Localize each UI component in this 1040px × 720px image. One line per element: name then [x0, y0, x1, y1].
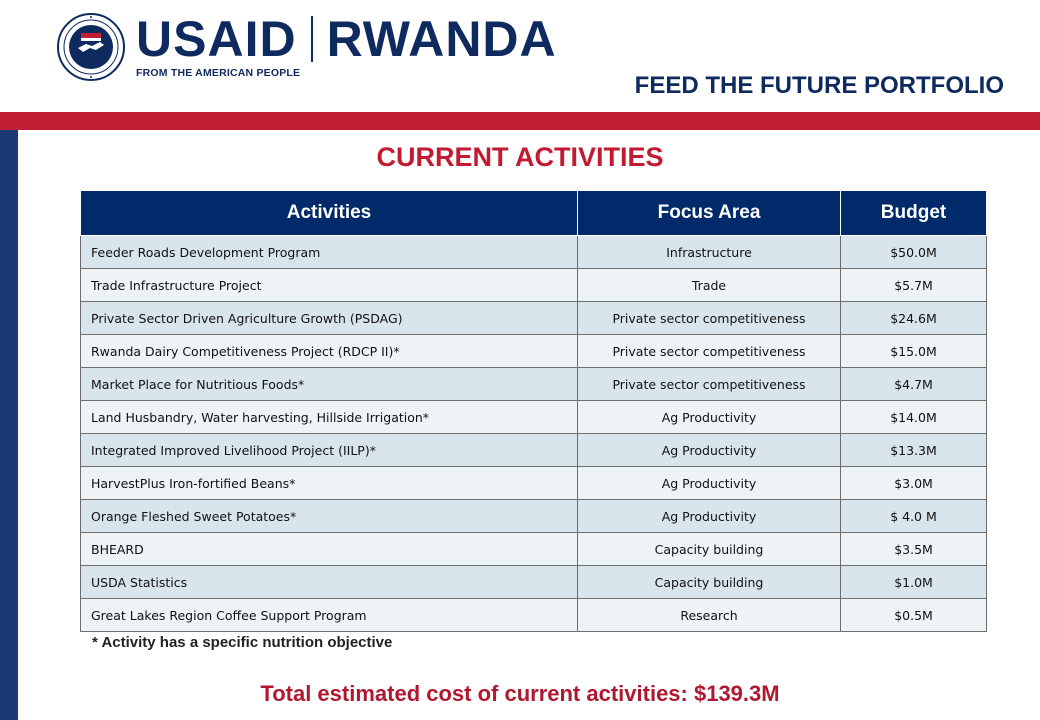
cell-activity: Market Place for Nutritious Foods*	[80, 367, 578, 401]
cell-budget: $15.0M	[840, 334, 987, 368]
cell-budget: $0.5M	[840, 598, 987, 632]
brand-divider	[310, 16, 313, 62]
activities-table: Activities Focus Area Budget Feeder Road…	[80, 190, 987, 632]
cell-activity: Integrated Improved Livelihood Project (…	[80, 433, 578, 467]
red-banner-bar	[0, 112, 1040, 130]
cell-budget: $24.6M	[840, 301, 987, 335]
usaid-seal-logo	[57, 13, 125, 81]
cell-budget: $4.7M	[840, 367, 987, 401]
table-row: BHEARD Capacity building $3.5M	[80, 532, 987, 566]
brand-tagline: FROM THE AMERICAN PEOPLE	[136, 67, 301, 79]
cell-budget: $14.0M	[840, 400, 987, 434]
header: USAID RWANDA FROM THE AMERICAN PEOPLE FEE…	[0, 0, 1040, 112]
cell-focus-area: Ag Productivity	[577, 499, 841, 533]
table-row: Market Place for Nutritious Foods* Priva…	[80, 367, 987, 401]
cell-focus-area: Infrastructure	[577, 235, 841, 269]
cell-activity: Feeder Roads Development Program	[80, 235, 578, 269]
cell-activity: Land Husbandry, Water harvesting, Hillsi…	[80, 400, 578, 434]
cell-focus-area: Capacity building	[577, 565, 841, 599]
cell-budget: $3.5M	[840, 532, 987, 566]
column-header-activities: Activities	[80, 190, 578, 236]
cell-focus-area: Private sector competitiveness	[577, 367, 841, 401]
total-cost: Total estimated cost of current activiti…	[260, 681, 780, 706]
cell-activity: Trade Infrastructure Project	[80, 268, 578, 302]
cell-activity: HarvestPlus Iron-fortified Beans*	[80, 466, 578, 500]
cell-budget: $50.0M	[840, 235, 987, 269]
column-header-budget: Budget	[840, 190, 987, 236]
left-accent-bar	[0, 130, 18, 720]
table-row: HarvestPlus Iron-fortified Beans* Ag Pro…	[80, 466, 987, 500]
cell-activity: Rwanda Dairy Competitiveness Project (RD…	[80, 334, 578, 368]
table-row: Private Sector Driven Agriculture Growth…	[80, 301, 987, 335]
brand-country: RWANDA	[326, 11, 557, 67]
cell-activity: Private Sector Driven Agriculture Growth…	[80, 301, 578, 335]
cell-focus-area: Capacity building	[577, 532, 841, 566]
nutrition-footnote: * Activity has a specific nutrition obje…	[92, 634, 393, 651]
brand-wordmark: USAID RWANDA FROM THE AMERICAN PEOPLE	[136, 14, 557, 79]
cell-budget: $5.7M	[840, 268, 987, 302]
table-row: Land Husbandry, Water harvesting, Hillsi…	[80, 400, 987, 434]
table-row: USDA Statistics Capacity building $1.0M	[80, 565, 987, 599]
cell-focus-area: Research	[577, 598, 841, 632]
table-row: Integrated Improved Livelihood Project (…	[80, 433, 987, 467]
cell-focus-area: Ag Productivity	[577, 466, 841, 500]
cell-focus-area: Trade	[577, 268, 841, 302]
table-row: Orange Fleshed Sweet Potatoes* Ag Produc…	[80, 499, 987, 533]
column-header-focus-area: Focus Area	[577, 190, 841, 236]
cell-budget: $1.0M	[840, 565, 987, 599]
cell-budget: $ 4.0 M	[840, 499, 987, 533]
portfolio-title: FEED THE FUTURE PORTFOLIO	[634, 72, 1004, 99]
brand-usaid: USAID	[136, 11, 297, 67]
table-row: Great Lakes Region Coffee Support Progra…	[80, 598, 987, 632]
cell-focus-area: Ag Productivity	[577, 433, 841, 467]
table-row: Rwanda Dairy Competitiveness Project (RD…	[80, 334, 987, 368]
table-row: Feeder Roads Development Program Infrast…	[80, 235, 987, 269]
cell-activity: USDA Statistics	[80, 565, 578, 599]
cell-budget: $13.3M	[840, 433, 987, 467]
cell-activity: BHEARD	[80, 532, 578, 566]
page-title: CURRENT ACTIVITIES	[376, 142, 664, 172]
cell-budget: $3.0M	[840, 466, 987, 500]
cell-activity: Great Lakes Region Coffee Support Progra…	[80, 598, 578, 632]
cell-focus-area: Private sector competitiveness	[577, 334, 841, 368]
table-row: Trade Infrastructure Project Trade $5.7M	[80, 268, 987, 302]
table-header-row: Activities Focus Area Budget	[80, 190, 987, 236]
cell-focus-area: Private sector competitiveness	[577, 301, 841, 335]
cell-focus-area: Ag Productivity	[577, 400, 841, 434]
cell-activity: Orange Fleshed Sweet Potatoes*	[80, 499, 578, 533]
